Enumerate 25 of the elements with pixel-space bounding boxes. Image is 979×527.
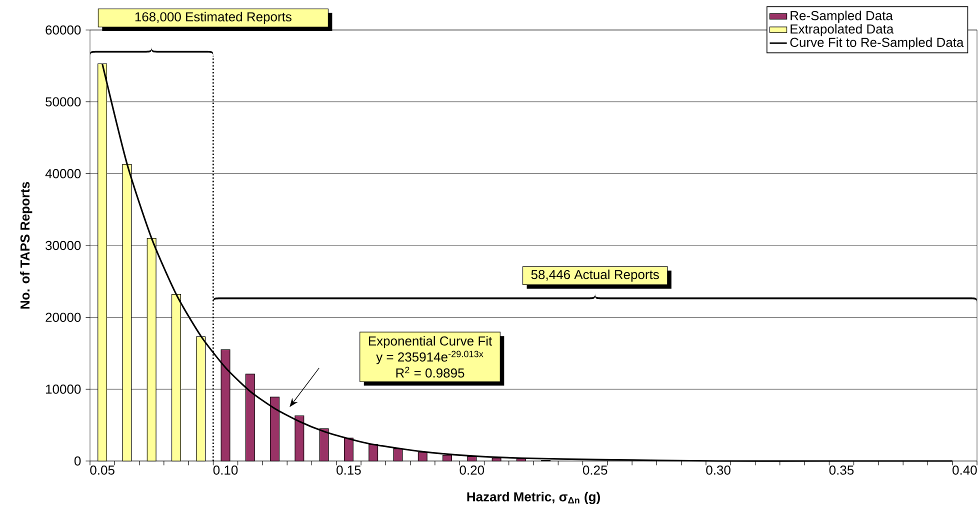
- legend-label: Re-Sampled Data: [790, 10, 893, 23]
- x-tick-label: 0.15: [336, 466, 361, 475]
- annotation: 58,446 Actual Reports: [531, 270, 659, 282]
- annotation: R$^{2}$ = 0.9895: [396, 366, 464, 378]
- y-tick-label: 40000: [45, 169, 81, 178]
- x-tick-label: 0.40: [952, 466, 977, 475]
- x-tick-label: 0.30: [706, 466, 730, 475]
- y-tick-label: 50000: [46, 97, 81, 106]
- legend-label: Extrapolated Data: [790, 24, 894, 36]
- x-tick-label: 0.20: [460, 466, 484, 475]
- x-tick-label: 0.10: [213, 466, 238, 475]
- y-tick-label: 20000: [46, 312, 81, 322]
- legend-label: Curve Fit to Re-Sampled Data: [790, 37, 964, 50]
- x-tick-label: 0.25: [582, 466, 608, 475]
- y-tick-label: 0: [74, 456, 81, 466]
- annotation: y = 235914e$^{-29.013x}$: [376, 350, 484, 364]
- y-axis-title: No. of TAPS Reports: [20, 182, 32, 309]
- y-tick-label: 30000: [46, 240, 81, 250]
- x-tick-label: 0.05: [90, 466, 114, 475]
- y-tick-label: 60000: [46, 25, 81, 35]
- y-tick-label: 10000: [46, 384, 81, 394]
- text: 168,000 Estimated Reports: [135, 12, 292, 24]
- x-tick-label: 0.35: [829, 466, 854, 475]
- x-axis-title: Hazard Metric, σ$_{Δn}$ (g): [467, 492, 600, 504]
- annotation: Exponential Curve Fit: [368, 336, 492, 348]
